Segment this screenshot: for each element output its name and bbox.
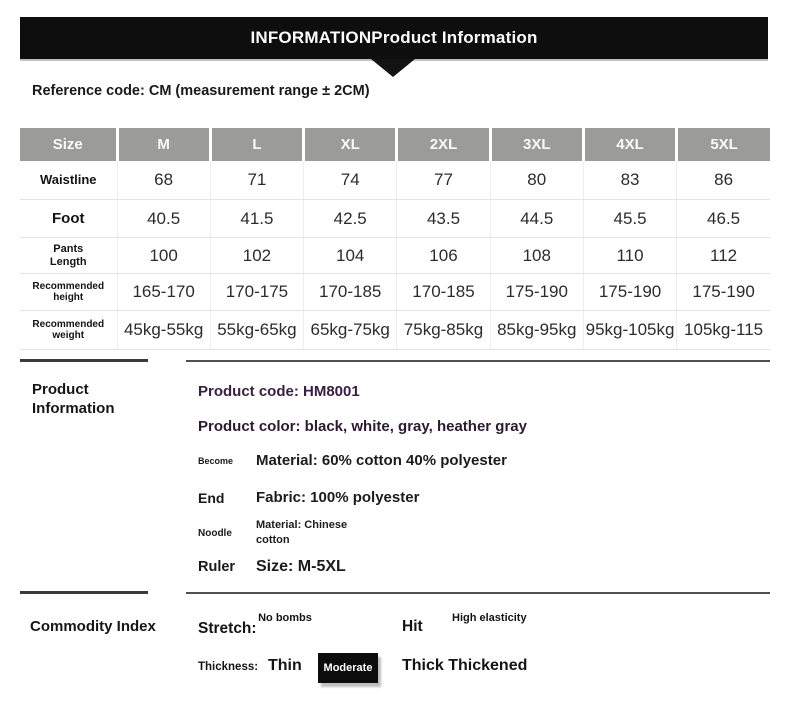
attribute-key: Noodle	[198, 527, 232, 539]
table-cell: 42.5	[303, 199, 398, 238]
table-cell: 55kg-65kg	[210, 310, 305, 350]
table-cell: 175-190	[676, 273, 770, 311]
table-cell: 105kg-115	[676, 310, 770, 350]
section-divider	[186, 360, 770, 362]
row-label: Waistline	[39, 171, 97, 187]
table-cell: 46.5	[676, 199, 770, 238]
table-cell: 75kg-85kg	[396, 310, 491, 350]
thickness-label: Thickness:	[198, 661, 259, 673]
table-cell: 83	[583, 161, 678, 200]
table-cell: 40.5	[117, 199, 211, 238]
table-cell: 170-175	[210, 273, 305, 311]
table-row-recommended-weight: Recommended weight 45kg-55kg 55kg-65kg 6…	[20, 310, 770, 350]
table-cell: 86	[676, 161, 770, 200]
table-cell: 175-190	[490, 273, 584, 311]
product-info-section-label: Product Information	[32, 381, 115, 417]
stretch-option-no-bombs: No bombs	[258, 612, 312, 624]
row-label-cell: Recommended height	[20, 273, 118, 311]
thickness-option-thin: Thin	[268, 657, 302, 674]
size-chart-header-cell: 5XL	[675, 128, 770, 161]
table-cell: 165-170	[117, 273, 211, 311]
table-cell: 41.5	[210, 199, 305, 238]
size-chart-header-cell: L	[208, 128, 304, 161]
table-row-pants-length: Pants Length 100 102 104 106 108 110 112	[20, 237, 770, 274]
table-cell: 65kg-75kg	[303, 310, 398, 350]
size-chart-header-cell: 2XL	[395, 128, 491, 161]
thickness-option-thick-thickened: Thick Thickened	[402, 657, 528, 674]
table-cell: 170-185	[303, 273, 398, 311]
table-cell: 68	[117, 161, 211, 200]
stretch-label: Stretch:	[198, 620, 257, 637]
table-row-recommended-height: Recommended height 165-170 170-175 170-1…	[20, 273, 770, 311]
row-label: Recommended height	[32, 280, 105, 304]
banner-pointer-triangle	[371, 59, 415, 77]
table-cell: 170-185	[396, 273, 491, 311]
thickness-option-moderate-selected: Moderate	[318, 653, 378, 683]
section-divider	[20, 359, 148, 362]
table-cell: 45kg-55kg	[117, 310, 211, 350]
table-cell: 77	[396, 161, 491, 200]
table-cell: 106	[396, 237, 491, 274]
attribute-key: End	[198, 489, 225, 506]
commodity-index-section-label: Commodity Index	[30, 618, 156, 635]
table-cell: 108	[490, 237, 584, 274]
size-chart-header-cell: 4XL	[581, 128, 677, 161]
banner-title: INFORMATIONProduct Information	[250, 28, 538, 47]
attribute-row-fabric: End Fabric: 100% polyester	[198, 489, 419, 506]
table-cell: 71	[210, 161, 305, 200]
product-color-line: Product color: black, white, gray, heath…	[198, 418, 527, 435]
row-label: Recommended weight	[32, 318, 105, 342]
stretch-option-high-elasticity: High elasticity	[452, 612, 527, 624]
table-cell: 44.5	[490, 199, 584, 238]
row-label-cell: Recommended weight	[20, 310, 118, 350]
attribute-row-noodle-material: Noodle Material: Chinese cotton	[198, 518, 376, 548]
attribute-value: Fabric: 100% polyester	[256, 489, 420, 506]
attribute-value: Material: 60% cotton 40% polyester	[256, 452, 507, 469]
attribute-value: Material: Chinese cotton	[256, 519, 348, 546]
table-row-foot: Foot 40.5 41.5 42.5 43.5 44.5 45.5 46.5	[20, 199, 770, 238]
attribute-row-size-range: Ruler Size: M-5XL	[198, 558, 346, 576]
attribute-key: Ruler	[198, 559, 236, 575]
table-cell: 43.5	[396, 199, 491, 238]
table-cell: 80	[490, 161, 584, 200]
table-cell: 100	[117, 237, 211, 274]
product-code-line: Product code: HM8001	[198, 383, 360, 400]
table-cell: 104	[303, 237, 398, 274]
table-cell: 110	[583, 237, 678, 274]
row-label-cell: Foot	[20, 199, 118, 238]
row-label: Pants Length	[49, 242, 87, 268]
size-chart-header-cell: 3XL	[488, 128, 584, 161]
row-label-cell: Pants Length	[20, 237, 118, 274]
attribute-key: Become	[198, 455, 234, 466]
row-label-cell: Waistline	[20, 161, 118, 200]
row-label: Foot	[52, 209, 85, 227]
attribute-value: Size: M-5XL	[256, 558, 346, 575]
table-cell: 175-190	[583, 273, 678, 311]
stretch-option-hit: Hit	[402, 618, 423, 635]
reference-note: Reference code: CM (measurement range ± …	[32, 83, 370, 99]
table-cell: 95kg-105kg	[583, 310, 678, 350]
table-cell: 74	[303, 161, 398, 200]
section-divider	[186, 592, 770, 594]
table-row-waistline: Waistline 68 71 74 77 80 83 86	[20, 161, 770, 200]
section-divider	[20, 591, 148, 594]
table-cell: 102	[210, 237, 305, 274]
size-chart-header-cell: XL	[302, 128, 397, 161]
size-chart-header-row: Size M L XL 2XL 3XL 4XL 5XL	[20, 128, 770, 161]
table-cell: 112	[676, 237, 770, 274]
table-cell: 45.5	[583, 199, 678, 238]
size-chart-header-cell: M	[115, 128, 211, 161]
banner: INFORMATIONProduct Information	[20, 17, 768, 59]
attribute-row-material: Become Material: 60% cotton 40% polyeste…	[198, 452, 507, 469]
table-cell: 85kg-95kg	[490, 310, 584, 350]
size-chart-header-cell: Size	[20, 128, 117, 161]
size-chart-table: Size M L XL 2XL 3XL 4XL 5XL Waistline 68…	[20, 128, 770, 350]
